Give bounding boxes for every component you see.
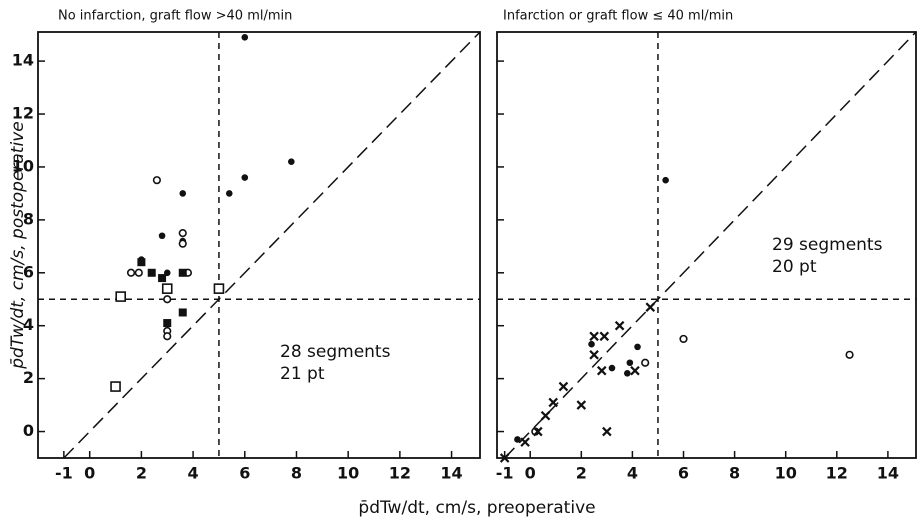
point	[626, 359, 634, 367]
point	[630, 365, 640, 376]
point	[679, 334, 688, 344]
x-axis-label: p̄dTw/dt, cm/s, preoperative	[358, 498, 595, 518]
point	[599, 331, 610, 342]
panel-title: No infarction, graft flow >40 ml/min	[58, 9, 292, 24]
x-tick-label: -1	[55, 464, 73, 483]
point	[213, 283, 225, 294]
y-tick-label: 6	[23, 262, 34, 281]
y-axis-label: p̄dTw/dt, cm/s, postoperative	[8, 121, 28, 369]
annotation: 28 segments	[280, 342, 391, 362]
point	[158, 274, 167, 283]
y-tick-label: 0	[23, 421, 34, 440]
point	[623, 370, 631, 377]
y-tick-label: 14	[12, 51, 34, 70]
x-tick-label: 8	[291, 464, 302, 483]
point	[178, 239, 187, 248]
point	[126, 268, 136, 277]
plot-frame	[496, 31, 917, 459]
point	[662, 176, 669, 184]
point	[548, 397, 558, 408]
x-tick-label: 2	[136, 464, 147, 483]
x-tick-label: 0	[84, 464, 95, 483]
point	[225, 190, 233, 197]
y-tick-label: 8	[23, 209, 34, 228]
point	[558, 381, 569, 392]
point	[161, 283, 173, 294]
point	[163, 295, 172, 304]
x-tick-label: 12	[826, 464, 848, 483]
point	[137, 258, 146, 267]
point	[178, 268, 187, 277]
y-tick-label: 2	[23, 368, 34, 387]
point	[602, 426, 612, 437]
point	[178, 228, 187, 238]
point	[115, 291, 127, 302]
point	[179, 190, 187, 197]
identity-line	[504, 31, 917, 459]
point	[845, 350, 854, 359]
y-tick-label: 12	[12, 104, 34, 123]
point	[178, 308, 187, 317]
point	[499, 453, 510, 463]
point	[288, 158, 295, 165]
point	[589, 350, 599, 360]
point	[588, 340, 595, 348]
point	[241, 33, 249, 41]
point	[520, 437, 530, 447]
annotation: 20 pt	[772, 257, 817, 277]
point	[147, 268, 156, 277]
x-tick-label: 2	[576, 464, 587, 483]
point	[158, 232, 166, 240]
point	[152, 176, 162, 185]
point	[241, 174, 249, 181]
x-tick-label: 10	[337, 464, 359, 483]
identity-line	[63, 31, 481, 459]
point	[608, 364, 616, 372]
panel-title: Infarction or graft flow ≤ 40 ml/min	[503, 9, 733, 24]
point	[596, 365, 607, 376]
x-tick-label: 14	[877, 464, 899, 483]
y-tick-label: 10	[12, 156, 34, 175]
point	[634, 343, 641, 351]
x-tick-label: 6	[678, 464, 689, 483]
point	[540, 410, 551, 421]
point	[134, 268, 143, 277]
x-tick-label: 0	[525, 464, 536, 483]
point	[614, 320, 625, 331]
plot-frame	[37, 31, 481, 459]
point	[163, 332, 172, 341]
point	[110, 381, 121, 392]
point	[533, 426, 543, 437]
annotation: 29 segments	[772, 235, 883, 255]
x-tick-label: 14	[440, 464, 462, 483]
y-tick-label: 4	[23, 315, 34, 334]
point	[641, 358, 650, 367]
x-tick-label: 12	[389, 464, 411, 483]
x-tick-label: 6	[239, 464, 250, 483]
x-tick-label: -1	[496, 464, 514, 483]
point	[576, 400, 587, 410]
x-tick-label: 4	[188, 464, 199, 483]
point	[589, 331, 599, 342]
x-tick-label: 4	[627, 464, 638, 483]
point	[514, 436, 521, 443]
x-tick-label: 8	[729, 464, 740, 483]
x-tick-label: 10	[775, 464, 797, 483]
point	[645, 302, 656, 312]
annotation: 21 pt	[280, 364, 325, 384]
point	[163, 319, 172, 328]
